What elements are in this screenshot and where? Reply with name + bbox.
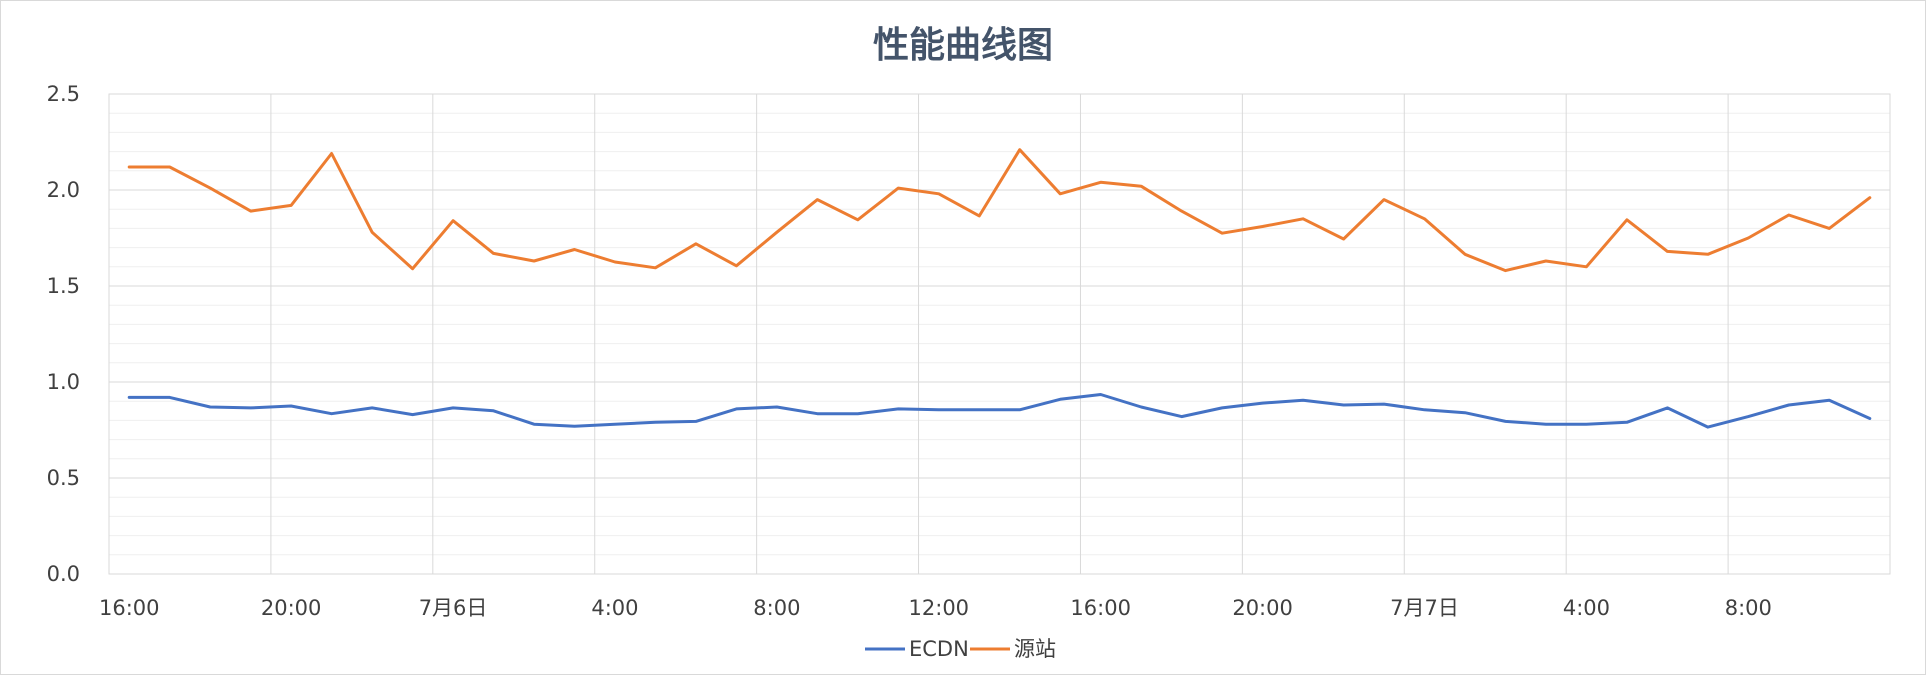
series-line-ecdn bbox=[127, 393, 1872, 429]
y-axis-ticks: 0.0 0.5 1.0 1.5 2.0 2.5 bbox=[47, 82, 80, 586]
x-tick-label: 8:00 bbox=[1725, 596, 1772, 620]
legend-item-origin-label: 源站 bbox=[1014, 637, 1056, 661]
y-tick-label: 1.0 bbox=[47, 370, 80, 394]
x-tick-label: 12:00 bbox=[909, 596, 970, 620]
x-tick-label: 7月6日 bbox=[419, 596, 488, 620]
x-tick-label: 4:00 bbox=[1563, 596, 1610, 620]
chart-title: 性能曲线图 bbox=[873, 25, 1053, 66]
series-lines bbox=[127, 148, 1872, 429]
y-tick-label: 1.5 bbox=[47, 274, 80, 298]
legend-item-ecdn-label: ECDN bbox=[909, 637, 969, 661]
major-gridlines bbox=[109, 93, 1890, 575]
series-line-origin bbox=[127, 148, 1872, 273]
minor-gridlines bbox=[109, 112, 1890, 556]
y-tick-label: 0.0 bbox=[47, 562, 80, 586]
x-tick-label: 4:00 bbox=[591, 596, 638, 620]
y-tick-label: 2.0 bbox=[47, 178, 80, 202]
plot-area-border bbox=[108, 93, 1891, 575]
x-tick-label: 16:00 bbox=[99, 596, 160, 620]
x-tick-label: 20:00 bbox=[261, 596, 322, 620]
legend: ECDN 源站 bbox=[865, 637, 1056, 661]
x-tick-label: 8:00 bbox=[753, 596, 800, 620]
x-axis-ticks: 16:00 20:00 7月6日 4:00 8:00 12:00 16:00 20:00 7月7… bbox=[99, 596, 1772, 620]
y-tick-label: 2.5 bbox=[47, 82, 80, 106]
y-tick-label: 0.5 bbox=[47, 466, 80, 490]
x-tick-label: 7月7日 bbox=[1390, 596, 1459, 620]
vertical-gridlines bbox=[270, 94, 1729, 574]
x-tick-label: 20:00 bbox=[1232, 596, 1293, 620]
x-tick-label: 16:00 bbox=[1070, 596, 1131, 620]
